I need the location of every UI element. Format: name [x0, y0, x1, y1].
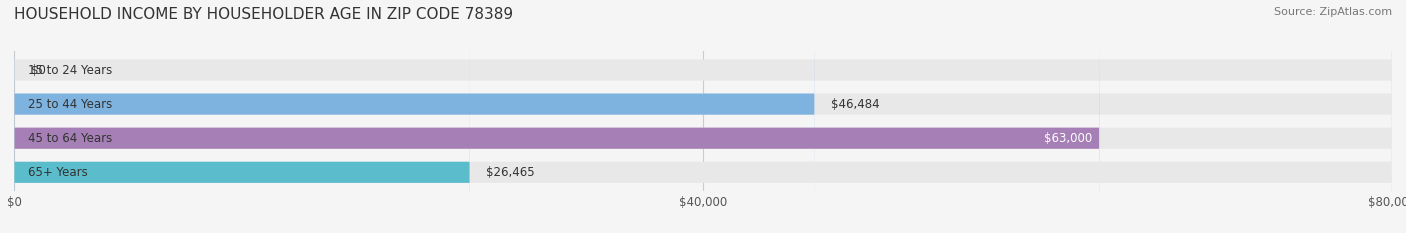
Text: HOUSEHOLD INCOME BY HOUSEHOLDER AGE IN ZIP CODE 78389: HOUSEHOLD INCOME BY HOUSEHOLDER AGE IN Z… — [14, 7, 513, 22]
Text: 45 to 64 Years: 45 to 64 Years — [28, 132, 112, 145]
FancyBboxPatch shape — [14, 0, 470, 233]
FancyBboxPatch shape — [14, 0, 1392, 233]
FancyBboxPatch shape — [14, 0, 1392, 233]
Text: $63,000: $63,000 — [1045, 132, 1092, 145]
Text: $26,465: $26,465 — [486, 166, 536, 179]
FancyBboxPatch shape — [14, 0, 814, 233]
FancyBboxPatch shape — [14, 0, 1099, 233]
Text: $0: $0 — [31, 64, 45, 76]
Text: 25 to 44 Years: 25 to 44 Years — [28, 98, 112, 111]
FancyBboxPatch shape — [14, 0, 1392, 233]
Text: 65+ Years: 65+ Years — [28, 166, 87, 179]
Text: 15 to 24 Years: 15 to 24 Years — [28, 64, 112, 76]
Text: $46,484: $46,484 — [831, 98, 880, 111]
Text: Source: ZipAtlas.com: Source: ZipAtlas.com — [1274, 7, 1392, 17]
FancyBboxPatch shape — [14, 0, 1392, 233]
